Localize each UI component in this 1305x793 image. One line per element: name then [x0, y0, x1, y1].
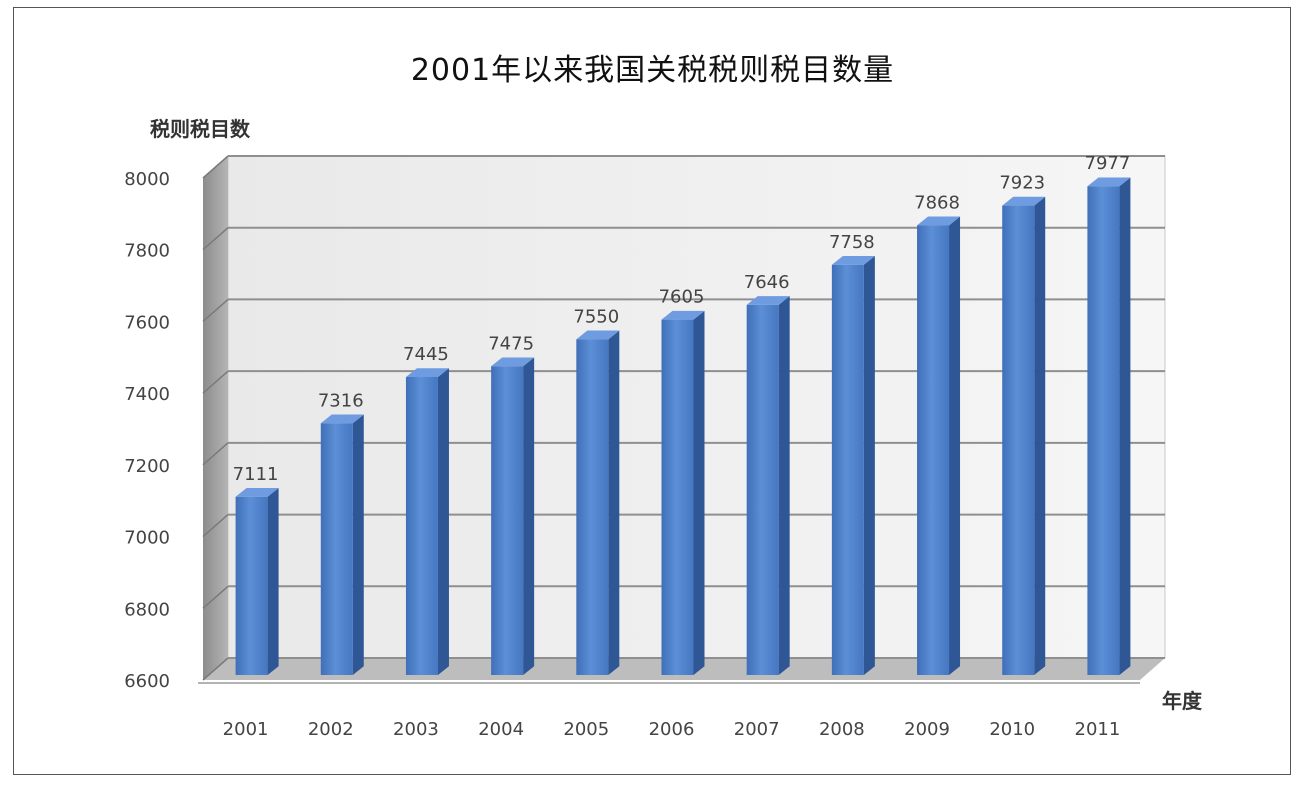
gridline-side: [202, 370, 229, 394]
x-tick-label: 2004: [478, 719, 524, 740]
gridline-side: [202, 227, 229, 251]
gridline-side: [202, 442, 229, 466]
bar-value-label: 7923: [999, 173, 1045, 194]
bar-top: [917, 216, 961, 226]
bar: [405, 377, 438, 675]
y-tick-label: 7200: [124, 456, 170, 477]
bars-layer: [235, 177, 1131, 676]
x-tick-label: 2010: [989, 719, 1035, 740]
y-tick-label: 7800: [124, 241, 170, 262]
chart-title: 2001年以来我国关税税则税目数量: [410, 53, 895, 88]
x-tick-label: 2001: [223, 719, 269, 740]
bar-side: [949, 216, 961, 675]
bar: [1087, 186, 1120, 676]
x-axis-title: 年度: [1162, 689, 1203, 713]
y-axis-title: 税则税目数: [150, 117, 251, 141]
x-tick-label: 2005: [563, 719, 609, 740]
bar-top: [576, 330, 620, 340]
gridline-side: [202, 585, 229, 609]
bar-top: [746, 296, 790, 305]
bar: [576, 339, 609, 675]
bar-top: [831, 255, 875, 265]
bar-top: [320, 414, 364, 424]
bar-top: [235, 487, 279, 497]
bar-value-label: 7550: [573, 306, 619, 327]
bar: [235, 496, 268, 675]
bar-value-label: 7475: [488, 333, 534, 354]
y-tick-label: 6600: [124, 671, 170, 692]
y-tick-label: 7000: [124, 528, 170, 549]
bar-top: [491, 357, 535, 367]
bar: [661, 319, 694, 675]
bar-side: [523, 357, 535, 675]
bar-value-label: 7445: [403, 344, 449, 365]
bar-side: [352, 414, 364, 675]
x-tick-label: 2006: [649, 719, 695, 740]
bar: [746, 304, 779, 675]
x-tick-label: 2002: [308, 719, 354, 740]
x-tick-label: 2009: [904, 719, 950, 740]
y-tick-label: 7400: [124, 384, 170, 405]
gridline-side: [202, 657, 229, 681]
bar-side: [693, 310, 705, 675]
bar-top: [1087, 177, 1131, 187]
gridline-side: [202, 514, 229, 538]
gridline-side: [202, 155, 229, 179]
bar: [320, 423, 353, 675]
bar-value-label: 7646: [744, 272, 790, 293]
bar: [491, 366, 524, 675]
bar: [1002, 205, 1035, 676]
labels-layer: 6600 6800 7000 7200 7400 7600 7800 8000 7111 2001…: [124, 117, 1203, 740]
bar-side: [267, 487, 279, 675]
bar-value-label: 7111: [233, 464, 279, 485]
x-tick-label: 2007: [734, 719, 780, 740]
x-tick-label: 2003: [393, 719, 439, 740]
bar-value-label: 7758: [829, 232, 875, 253]
bar-value-label: 7316: [318, 390, 364, 411]
y-tick-label: 7600: [124, 312, 170, 333]
x-tick-label: 2011: [1075, 719, 1121, 740]
bar-value-label: 7977: [1085, 153, 1131, 174]
gridline-side: [202, 298, 229, 322]
bar-top: [1002, 196, 1046, 206]
side-wall: [203, 156, 228, 680]
bar-side: [778, 296, 790, 675]
bar: [917, 225, 950, 675]
x-tick-label: 2008: [819, 719, 865, 740]
bar-side: [863, 255, 875, 675]
bar-top: [661, 310, 705, 320]
bar-side: [1119, 177, 1131, 675]
bar-side: [1034, 196, 1046, 675]
bar-value-label: 7605: [659, 287, 705, 308]
bar: [831, 264, 864, 675]
y-tick-label: 8000: [124, 169, 170, 190]
bar-side: [437, 368, 449, 675]
bar-value-label: 7868: [914, 192, 960, 213]
bar-side: [608, 330, 620, 675]
bar-top: [405, 368, 449, 378]
y-tick-label: 6800: [124, 599, 170, 620]
